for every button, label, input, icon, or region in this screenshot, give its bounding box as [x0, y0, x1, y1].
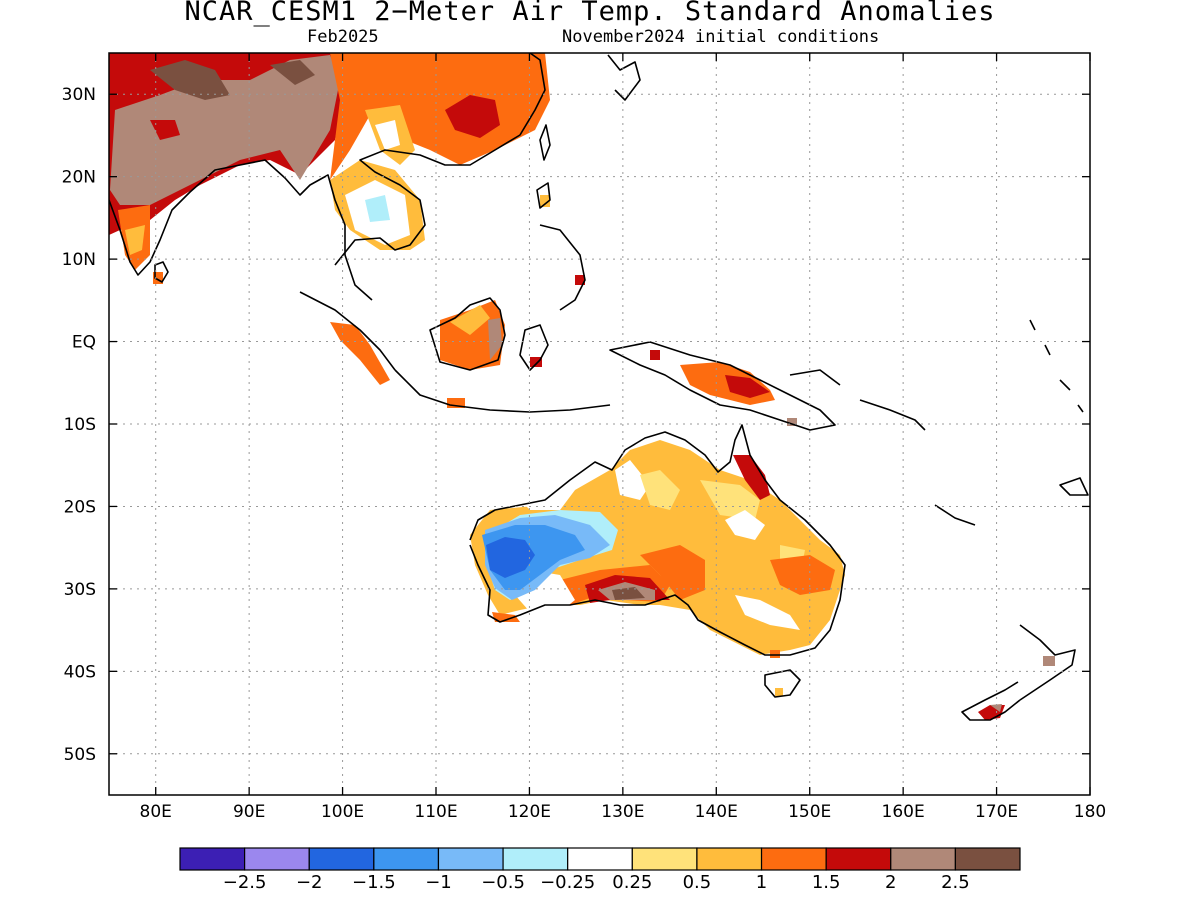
- gridlines: [109, 53, 1090, 795]
- colorbar-label: 2: [885, 872, 896, 893]
- colorbar-label: −0.5: [481, 872, 525, 893]
- lon-tick-label: 80E: [140, 802, 172, 822]
- colorbar-label: 1.5: [812, 872, 841, 893]
- colorbar-swatch: [954, 847, 1021, 871]
- colorbar-label: 0.25: [612, 872, 652, 893]
- colorbar-swatch: [179, 847, 246, 871]
- lon-tick-label: 120E: [508, 802, 551, 822]
- lon-tick-label: 150E: [788, 802, 831, 822]
- colorbar: −2.5 −2 −1.5 −1 −0.5 −0.25 0.25 0.5 1 1.5 2 2.5: [179, 847, 1021, 893]
- lon-tick-label: 110E: [414, 802, 457, 822]
- lon-tick-label: 180: [1074, 802, 1106, 822]
- anomaly-shading: [109, 53, 1055, 720]
- colorbar-label: −0.25: [540, 872, 595, 893]
- lat-tick-label: 10N: [62, 250, 96, 270]
- latitude-labels: 30N 20N 10N EQ 10S 20S 30S 40S 50S: [62, 85, 96, 765]
- lat-tick-label: 20S: [64, 497, 96, 517]
- colorbar-swatch: [308, 847, 375, 871]
- lat-tick-label: 10S: [64, 415, 96, 435]
- lat-tick-label: EQ: [72, 333, 96, 353]
- lat-tick-label: 20N: [62, 168, 96, 188]
- lon-tick-label: 140E: [695, 802, 738, 822]
- colorbar-label: −2.5: [223, 872, 267, 893]
- colorbar-swatch: [244, 847, 310, 871]
- colorbar-swatch: [760, 847, 827, 871]
- lat-tick-label: 50S: [64, 745, 96, 765]
- colorbar-label: −1.5: [352, 872, 396, 893]
- lat-tick-label: 30S: [64, 580, 96, 600]
- colorbar-swatch: [696, 847, 763, 871]
- lat-tick-label: 30N: [62, 85, 96, 105]
- lon-tick-label: 160E: [882, 802, 925, 822]
- valid-month-label: Feb2025: [307, 27, 379, 47]
- colorbar-swatch: [437, 847, 504, 871]
- colorbar-label: 1: [756, 872, 767, 893]
- lat-tick-label: 40S: [64, 662, 96, 682]
- colorbar-swatch: [890, 847, 956, 871]
- colorbar-swatch: [631, 847, 698, 871]
- axis-ticks: [109, 53, 1091, 795]
- colorbar-swatch: [502, 847, 569, 871]
- colorbar-swatch: [373, 847, 440, 871]
- colorbar-swatch: [825, 847, 892, 871]
- coastlines: [109, 53, 1089, 721]
- colorbar-label: −1: [425, 872, 452, 893]
- longitude-labels: 80E 90E 100E 110E 120E 130E 140E 150E 160E 170E 18…: [140, 802, 1107, 822]
- initial-conditions-label: November2024 initial conditions: [562, 27, 880, 47]
- lon-tick-label: 100E: [321, 802, 364, 822]
- map-title: NCAR_CESM1 2−Meter Air Temp. Standard An…: [184, 0, 996, 27]
- lon-tick-label: 90E: [233, 802, 265, 822]
- lon-tick-label: 130E: [601, 802, 644, 822]
- colorbar-swatch: [567, 847, 633, 871]
- colorbar-label: 2.5: [941, 872, 970, 893]
- lon-tick-label: 170E: [975, 802, 1018, 822]
- colorbar-label: 0.5: [683, 872, 712, 893]
- colorbar-label: −2: [296, 872, 323, 893]
